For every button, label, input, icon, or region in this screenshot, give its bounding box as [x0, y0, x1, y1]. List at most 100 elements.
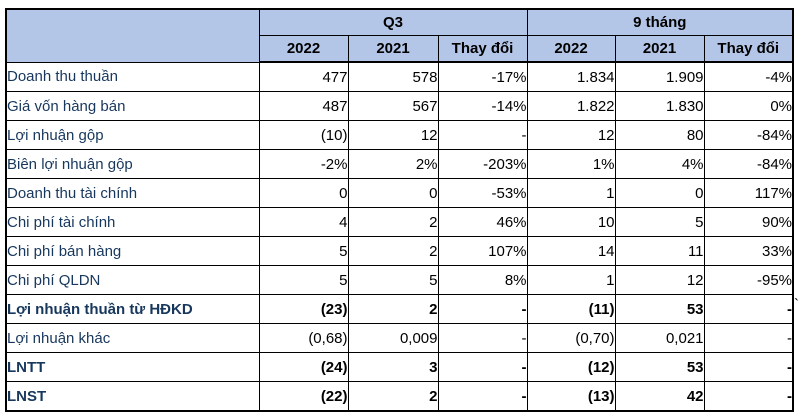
cell-9m-change: -4% — [703, 61, 794, 92]
cell-q3-change: - — [437, 120, 528, 150]
row-label: Chi phí QLDN — [5, 265, 260, 295]
cell-q3-2021: 3 — [347, 352, 439, 382]
cell-9m-change: -84% — [703, 149, 794, 179]
cell-9m-2022: 1% — [526, 149, 616, 179]
cell-9m-2022: 1.834 — [526, 61, 616, 92]
row-label: Lợi nhuận gộp — [5, 120, 260, 150]
table-row-selling-expense: Chi phí bán hàng 5 2 107% 14 11 33% — [5, 236, 794, 266]
cell-q3-2021: 578 — [347, 61, 439, 92]
row-label: Chi phí tài chính — [5, 207, 260, 237]
cell-q3-2021: 2 — [347, 294, 439, 324]
cell-9m-change: - — [703, 381, 794, 412]
cell-q3-2022: 487 — [258, 91, 349, 121]
cell-q3-2021: 2 — [347, 381, 439, 412]
table-row-admin-expense: Chi phí QLDN 5 5 8% 1 12 -95% — [5, 265, 794, 295]
cell-9m-2022: (11) — [526, 294, 616, 324]
cell-9m-2021: 80 — [614, 120, 705, 150]
cell-9m-2022: 1 — [526, 178, 616, 208]
cell-q3-change: -203% — [437, 149, 528, 179]
cell-9m-change: 0% — [703, 91, 794, 121]
cell-9m-2021: 0,021 — [614, 323, 705, 353]
cell-q3-change: 8% — [437, 265, 528, 295]
cell-9m-2022: 10 — [526, 207, 616, 237]
cell-9m-change: -95% — [703, 265, 794, 295]
cell-q3-2022: 0 — [258, 178, 349, 208]
cell-q3-change: - — [437, 352, 528, 382]
cell-9m-2021: 4% — [614, 149, 705, 179]
cell-q3-change: -53% — [437, 178, 528, 208]
cell-q3-2021: 0,009 — [347, 323, 439, 353]
cell-9m-change: 33% — [703, 236, 794, 266]
cell-q3-2022: (0,68) — [258, 323, 349, 353]
row-label: Doanh thu thuần — [5, 61, 260, 92]
cell-9m-2021: 5 — [614, 207, 705, 237]
cell-9m-2021: 0 — [614, 178, 705, 208]
table-row-cogs: Giá vốn hàng bán 487 567 -14% 1.822 1.83… — [5, 91, 794, 121]
cell-q3-change: -17% — [437, 61, 528, 92]
cell-q3-2021: 5 — [347, 265, 439, 295]
cell-q3-change: -14% — [437, 91, 528, 121]
header-group-9-months: 9 tháng — [526, 8, 794, 36]
cell-9m-2021: 42 — [614, 381, 705, 412]
cell-q3-2021: 2% — [347, 149, 439, 179]
row-label: Chi phí bán hàng — [5, 236, 260, 266]
header-group-q3: Q3 — [258, 8, 528, 36]
header-9m-change: Thay đổi — [703, 35, 794, 63]
header-9m-2022: 2022 — [526, 35, 616, 63]
cell-9m-2022: 1.822 — [526, 91, 616, 121]
table-row-other-profit: Lợi nhuận khác (0,68) 0,009 - (0,70) 0,0… — [5, 323, 794, 353]
cell-9m-2021: 12 — [614, 265, 705, 295]
table-row-financial-income: Doanh thu tài chính 0 0 -53% 1 0 117% — [5, 178, 794, 208]
cell-q3-2022: 477 — [258, 61, 349, 92]
header-9m-2021: 2021 — [614, 35, 705, 63]
header-q3-2021: 2021 — [347, 35, 439, 63]
cell-q3-2022: 5 — [258, 265, 349, 295]
header-q3-2022: 2022 — [258, 35, 349, 63]
cell-q3-2022: 5 — [258, 236, 349, 266]
cell-9m-2021: 1.909 — [614, 61, 705, 92]
header-q3-change: Thay đổi — [437, 35, 528, 63]
cell-9m-2022: (13) — [526, 381, 616, 412]
cell-9m-change: 90% — [703, 207, 794, 237]
cell-9m-2022: 1 — [526, 265, 616, 295]
financial-results-table: Q3 9 tháng 2022 2021 Thay đổi 2022 2021 … — [5, 8, 795, 412]
cell-9m-2021: 1.830 — [614, 91, 705, 121]
table-row-profit-before-tax: LNTT (24) 3 - (12) 53 - — [5, 352, 794, 382]
cell-9m-2021: 11 — [614, 236, 705, 266]
cell-q3-change: 46% — [437, 207, 528, 237]
cell-q3-2022: (24) — [258, 352, 349, 382]
table-row-net-operating-profit: Lợi nhuận thuần từ HĐKD (23) 2 - (11) 53… — [5, 294, 794, 324]
cell-9m-2022: (0,70) — [526, 323, 616, 353]
cell-9m-2022: 14 — [526, 236, 616, 266]
cell-q3-2021: 12 — [347, 120, 439, 150]
table-row-profit-after-tax: LNST (22) 2 - (13) 42 - — [5, 381, 794, 412]
cell-q3-2021: 567 — [347, 91, 439, 121]
row-label: Giá vốn hàng bán — [5, 91, 260, 121]
cell-q3-2021: 2 — [347, 207, 439, 237]
row-label: LNST — [5, 381, 260, 412]
cell-9m-change: -84% — [703, 120, 794, 150]
cell-q3-2022: (23) — [258, 294, 349, 324]
cell-q3-change: - — [437, 323, 528, 353]
stray-backtick-text: ` — [794, 296, 799, 313]
cell-9m-change: - — [703, 294, 794, 324]
cell-q3-2022: (22) — [258, 381, 349, 412]
header-group-row: Q3 9 tháng — [5, 8, 794, 63]
row-label: Lợi nhuận khác — [5, 323, 260, 353]
cell-q3-2021: 0 — [347, 178, 439, 208]
cell-q3-change: - — [437, 381, 528, 412]
row-label: Lợi nhuận thuần từ HĐKD — [5, 294, 260, 324]
cell-9m-2022: (12) — [526, 352, 616, 382]
cell-q3-2021: 2 — [347, 236, 439, 266]
cell-q3-change: - — [437, 294, 528, 324]
table-row-financial-expense: Chi phí tài chính 4 2 46% 10 5 90% — [5, 207, 794, 237]
cell-q3-change: 107% — [437, 236, 528, 266]
cell-9m-change: - — [703, 352, 794, 382]
table-row-gross-profit: Lợi nhuận gộp (10) 12 - 12 80 -84% — [5, 120, 794, 150]
cell-q3-2022: -2% — [258, 149, 349, 179]
header-corner-cell — [5, 8, 260, 63]
table-row-gross-margin: Biên lợi nhuận gộp -2% 2% -203% 1% 4% -8… — [5, 149, 794, 179]
cell-9m-change: - — [703, 323, 794, 353]
cell-9m-2022: 12 — [526, 120, 616, 150]
